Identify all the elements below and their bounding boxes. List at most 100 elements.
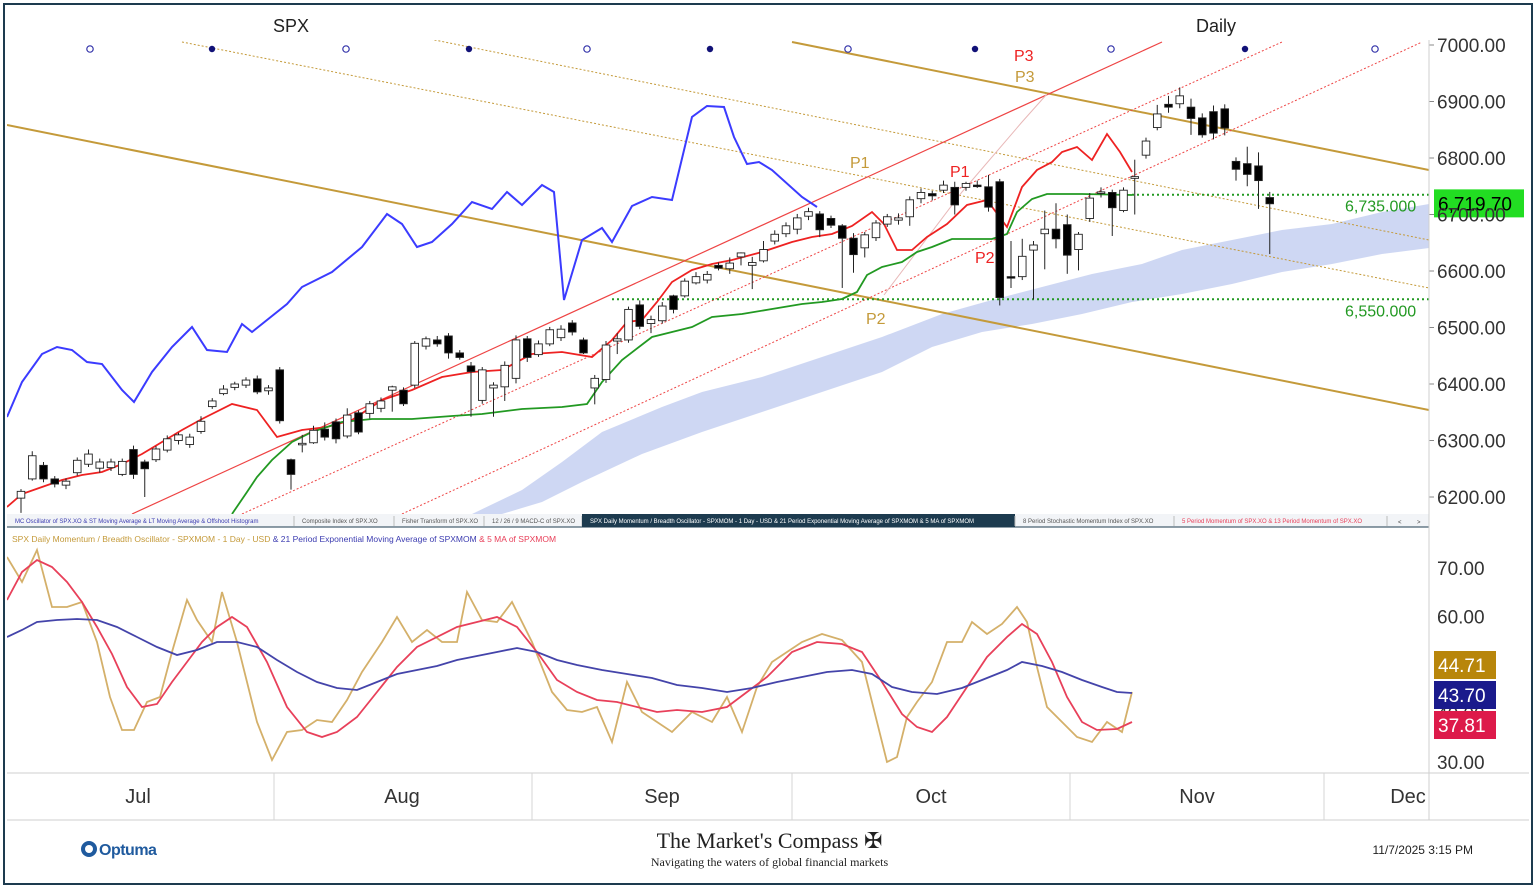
momentum-tick-label: 70.00 xyxy=(1437,559,1485,580)
candle-body xyxy=(410,342,420,386)
candle-body xyxy=(669,295,678,310)
candle-body xyxy=(1040,228,1049,235)
candle xyxy=(1254,152,1263,209)
compass-icon: ✠ xyxy=(864,828,883,853)
candle-body xyxy=(28,455,37,480)
candle xyxy=(860,232,870,258)
indicator-tab[interactable]: Composite Index of SPX.XO xyxy=(302,519,378,525)
candle xyxy=(961,181,971,191)
cycle-dot-filled xyxy=(1241,45,1249,53)
candle xyxy=(489,382,498,417)
symbol-label: SPX xyxy=(273,16,309,36)
indicator-tab[interactable]: SPX Daily Momentum / Breadth Oscillator … xyxy=(590,519,974,525)
candle-body xyxy=(635,304,645,327)
candle xyxy=(793,213,802,235)
candle xyxy=(995,178,1005,306)
candle-body xyxy=(714,264,723,269)
candle-body xyxy=(658,305,667,322)
cycle-dot-filled xyxy=(465,45,473,53)
candle-body xyxy=(1051,228,1061,240)
candle-body xyxy=(354,412,363,433)
candle xyxy=(534,340,543,357)
tab-next-button[interactable]: > xyxy=(1417,520,1421,526)
candle-body xyxy=(680,280,690,297)
candle xyxy=(309,425,318,444)
candle-body xyxy=(556,328,566,339)
candle-body xyxy=(815,213,825,231)
candle xyxy=(129,445,138,479)
chart-frame: SPX Daily 6,550.000 6,735.000 6,719.70 P1 P… xyxy=(3,3,1533,885)
candle-body xyxy=(928,193,937,197)
candle-body xyxy=(1018,255,1027,278)
momentum-panel-title: SPX Daily Momentum / Breadth Oscillator … xyxy=(12,534,556,544)
candle xyxy=(916,188,926,204)
candle-body xyxy=(140,461,149,470)
candle xyxy=(1018,238,1027,281)
blue-indicator-line xyxy=(7,104,818,418)
candle-body xyxy=(320,428,330,438)
momentum-value-badge xyxy=(1434,651,1496,679)
candle xyxy=(117,458,127,477)
candle xyxy=(523,335,532,362)
ichimoku-cloud xyxy=(472,204,1429,514)
candle-body xyxy=(106,461,116,469)
candle xyxy=(849,233,858,273)
candle xyxy=(252,375,262,395)
candle-body xyxy=(759,249,768,262)
candle xyxy=(50,476,60,488)
candle xyxy=(669,294,678,314)
candle xyxy=(556,325,566,342)
candle xyxy=(736,252,746,266)
pivot-label: P3 xyxy=(1015,69,1035,86)
tab-active-bg xyxy=(582,514,1015,527)
candle xyxy=(298,434,307,453)
blue-line xyxy=(7,104,818,418)
candle xyxy=(207,398,217,409)
candle-body xyxy=(421,338,431,347)
cycle-dot-open xyxy=(1371,45,1379,53)
candle xyxy=(84,449,93,468)
candle-body xyxy=(781,225,791,235)
candle-body xyxy=(1231,160,1241,170)
month-label: Nov xyxy=(1179,786,1215,808)
momentum-value-label: 44.71 xyxy=(1438,656,1486,677)
candle xyxy=(1265,191,1274,255)
month-label: Sep xyxy=(644,786,680,808)
candle xyxy=(343,408,352,439)
candle xyxy=(613,333,622,355)
candle xyxy=(579,337,588,355)
channel-line xyxy=(432,40,1429,241)
candle-body xyxy=(1220,108,1229,129)
tab-prev-button[interactable]: < xyxy=(1398,520,1402,526)
price-tick-label: 6900.00 xyxy=(1437,93,1506,114)
indicator-tab[interactable]: 12 / 26 / 9 MACD-C of SPX.XO xyxy=(492,519,575,525)
candle-body xyxy=(185,436,194,445)
indicator-tab[interactable]: 5 Period Momentum of SPX.XO & 13 Period … xyxy=(1182,519,1362,525)
cycle-dot-filled xyxy=(706,45,714,53)
indicator-tab[interactable]: Fisher Transform of SPX.XO xyxy=(402,519,478,525)
candle-body xyxy=(905,199,915,218)
candle xyxy=(635,300,645,330)
candle xyxy=(320,422,330,441)
price-tick-label: 6300.00 xyxy=(1437,432,1506,453)
momentum-value-badge xyxy=(1434,711,1496,739)
indicator-tab[interactable]: MC Oscillator of SPX.XO & ST Moving Aver… xyxy=(15,519,258,525)
price-axis: 7000.00 6900.00 6800.00 6700.00 6600.00 6500.… xyxy=(1429,36,1506,509)
candle xyxy=(1141,137,1151,159)
candle-body xyxy=(433,339,442,345)
candle-body xyxy=(1254,165,1263,182)
indicator-tab[interactable]: 8 Period Stochastic Momentum Index of SP… xyxy=(1023,519,1154,525)
candle xyxy=(1175,87,1184,109)
candle-body xyxy=(1265,197,1274,205)
candle-body xyxy=(399,389,408,405)
candle xyxy=(894,213,903,225)
candle xyxy=(1186,98,1196,135)
candle xyxy=(241,377,251,388)
candle-body xyxy=(1197,117,1207,136)
candle-body xyxy=(545,329,555,345)
candle-body xyxy=(129,449,138,475)
momentum-value-label: 37.81 xyxy=(1438,716,1486,737)
candle xyxy=(658,302,667,324)
candle xyxy=(196,416,206,434)
candle xyxy=(590,374,600,405)
